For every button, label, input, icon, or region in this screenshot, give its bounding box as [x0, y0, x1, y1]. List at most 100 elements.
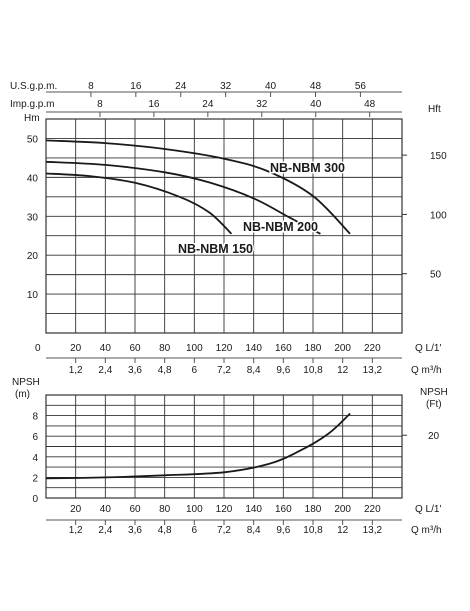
imp-gpm-tick-label: 48: [364, 99, 376, 110]
y-right-tick-label: 50: [430, 270, 442, 281]
npsh-chart: NPSH (m) NPSH (Ft) 0 2 4 6 8 20 Q L/1' Q m³/h 2…: [12, 377, 448, 536]
curve-label: NB-NBM 300: [270, 161, 345, 175]
npsh-flow-ls-tick-label: 120: [216, 504, 233, 515]
flow-m3h-tick-label: 10,8: [303, 365, 323, 376]
npsh-flow-m3h-tick-label: 1,2: [69, 525, 83, 536]
npsh-flow-m3h-tick-label: 3,6: [128, 525, 142, 536]
us-gpm-axis-label: U.S.g.p.m.: [10, 81, 57, 92]
npsh-flow-ls-tick-label: 60: [129, 504, 141, 515]
flow-m3h-tick-label: 8,4: [247, 365, 261, 376]
flow-ls-tick-label: 200: [334, 343, 351, 354]
us-gpm-tick-label: 48: [310, 81, 322, 92]
flow-ls-tick-label: 160: [275, 343, 292, 354]
us-gpm-tick-label: 24: [175, 81, 187, 92]
curve-nb-nbm-200: [46, 160, 321, 235]
y-left-tick-label: 20: [27, 251, 39, 262]
npsh-plot-frame: [45, 394, 403, 499]
flow-ls-tick-label: 60: [129, 343, 141, 354]
npsh-tick-labels: 0 2 4 6 8 20: [32, 412, 439, 505]
imp-gpm-tick-label: 24: [202, 99, 214, 110]
npsh-y-left-tick-label: 0: [32, 494, 38, 505]
flow-ls-tick-label: 220: [364, 343, 381, 354]
flow-ls-tick-label: 80: [159, 343, 171, 354]
npsh-flow-m3h-tick-label: 4,8: [158, 525, 172, 536]
head-curves: [46, 139, 351, 235]
curve-label: NB-NBM 200: [243, 220, 318, 234]
head-grid: [46, 119, 402, 333]
flow-ls-tick-label: 120: [216, 343, 233, 354]
npsh-grid: [46, 395, 402, 498]
y-left-tick-label: 10: [27, 290, 39, 301]
flow-m3h-tick-label: 1,2: [69, 365, 83, 376]
npsh-y-left-tick-label: 4: [32, 453, 38, 464]
npsh-flow-ticks: 20 40 60 80 100 120 140 160 180 200 220 1,2 2,4 3,6 4,…: [69, 504, 383, 536]
us-gpm-tick-label: 40: [265, 81, 277, 92]
imp-gpm-tick-label: 8: [97, 99, 103, 110]
y-left-tick-label: 50: [27, 134, 39, 145]
flow-m3h-tick-label: 9,6: [276, 365, 290, 376]
head-curve-labels: NB-NBM 300 NB-NBM 200 NB-NBM 150: [177, 160, 347, 258]
imp-gpm-axis-label: Imp.g.p.m: [10, 99, 54, 110]
flow-ls-tick-label: 100: [186, 343, 203, 354]
curve-nb-nbm-300: [46, 139, 351, 235]
head-flow-axes: 0 Q L/1' Q m³/h 20 40 60 80 100 120 140 160 180 2…: [35, 343, 442, 376]
npsh-y-right-tick-label: 20: [428, 431, 440, 442]
us-gpm-tick-label: 16: [130, 81, 142, 92]
npsh-flow-m3h-tick-label: 12: [337, 525, 349, 536]
npsh-curves: [46, 412, 351, 480]
head-plot-frame: [45, 118, 403, 334]
flow-m3h-tick-label: 7,2: [217, 365, 231, 376]
npsh-flow-ls-tick-label: 200: [334, 504, 351, 515]
y-left-tick-label: 30: [27, 212, 39, 223]
flow-m3h-tick-label: 13,2: [363, 365, 383, 376]
y-right-label-hft: Hft: [428, 104, 441, 115]
flow-m3h-tick-label: 6: [192, 365, 198, 376]
npsh-flow-ls-tick-label: 100: [186, 504, 203, 515]
npsh-flow-m3h-tick-label: 13,2: [363, 525, 383, 536]
curve-nb-nbm-150: [46, 172, 233, 235]
y-right-tick-label: 150: [430, 151, 447, 162]
npsh-flow-ls-tick-label: 20: [70, 504, 82, 515]
flow-m3h-axis-label: Q m³/h: [411, 365, 442, 376]
npsh-flow-m3h-tick-label: 2,4: [98, 525, 112, 536]
npsh-y-left-tick-label: 2: [32, 473, 38, 484]
npsh-flow-ls-tick-label: 140: [245, 504, 262, 515]
curve-label: NB-NBM 150: [178, 242, 253, 256]
y-left-tick-label: 40: [27, 173, 39, 184]
y-left-label-hm: Hm: [24, 113, 40, 124]
imp-gpm-tick-label: 40: [310, 99, 322, 110]
npsh-flow-m3h-axis-label: Q m³/h: [411, 525, 442, 536]
imp-gpm-tick-label: 16: [148, 99, 160, 110]
flow-m3h-tick-label: 12: [337, 365, 349, 376]
npsh-y-left-tick-label: 6: [32, 432, 38, 443]
flow-ls-tick-label: 20: [70, 343, 82, 354]
us-gpm-tick-label: 8: [88, 81, 94, 92]
npsh-flow-m3h-tick-label: 9,6: [276, 525, 290, 536]
npsh-right-label: NPSH (Ft): [420, 387, 448, 410]
npsh-flow-ls-tick-label: 40: [100, 504, 112, 515]
us-gpm-tick-label: 32: [220, 81, 232, 92]
npsh-flow-m3h-tick-label: 6: [192, 525, 198, 536]
head-chart: U.S.g.p.m. Imp.g.p.m Hm Hft 10 20 30 40 50 50…: [10, 81, 447, 334]
flow-ls-axis-label: Q L/1': [415, 343, 441, 354]
flow-ls-tick-label: 40: [100, 343, 112, 354]
flow-m3h-tick-label: 3,6: [128, 365, 142, 376]
npsh-curve: [46, 412, 351, 480]
npsh-flow-m3h-tick-label: 8,4: [247, 525, 261, 536]
npsh-flow-ls-tick-label: 80: [159, 504, 171, 515]
imp-gpm-tick-label: 32: [256, 99, 268, 110]
npsh-y-left-tick-label: 8: [32, 412, 38, 423]
flow-ls-tick-label: 180: [305, 343, 322, 354]
flow-ls-tick-label: 140: [245, 343, 262, 354]
head-flow-ticks: 20 40 60 80 100 120 140 160 180 200 220 1,2 2,4 3,6 4,…: [69, 343, 383, 376]
npsh-flow-m3h-tick-label: 7,2: [217, 525, 231, 536]
npsh-flow-ls-axis-label: Q L/1': [415, 504, 441, 515]
npsh-flow-ls-tick-label: 180: [305, 504, 322, 515]
npsh-flow-ls-tick-label: 160: [275, 504, 292, 515]
head-tick-labels: 10 20 30 40 50 50 100 150 8 16 24 32 40 48 56 8 16 24 32 40…: [27, 81, 447, 301]
flow-m3h-tick-label: 4,8: [158, 365, 172, 376]
flow-m3h-tick-label: 2,4: [98, 365, 112, 376]
x-origin-zero: 0: [35, 343, 41, 354]
npsh-flow-ls-tick-label: 220: [364, 504, 381, 515]
